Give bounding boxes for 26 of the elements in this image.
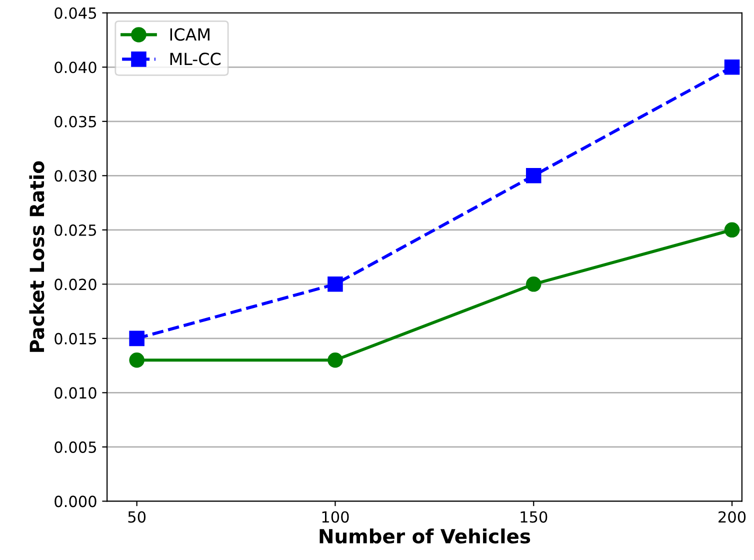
point [724,222,740,238]
legend-label: ICAM [170,28,210,41]
y-tick-label: 0.005 [54,441,96,453]
y-tick-label: 0.020 [54,278,96,290]
point [526,276,542,292]
x-axis-title: Number of Vehicles [320,528,530,544]
point [328,352,343,368]
y-tick-label: 0.015 [54,332,96,344]
x-tick-label: 100 [322,511,349,523]
y-tick-label: 0.040 [54,62,96,74]
point [129,330,144,346]
y-tick-label: 0.045 [54,7,96,19]
y-tick-label: 0.010 [54,387,96,399]
y-tick-label: 0.035 [54,116,96,128]
x-tick-label: 200 [718,511,746,523]
point [724,60,740,75]
y-tick-label: 0.030 [54,170,96,182]
point [526,168,542,184]
y-tick-label: 0.000 [54,496,96,508]
legend-label: ML-CC [170,52,220,66]
x-tick-label: 50 [128,511,146,523]
point [328,276,343,292]
x-tick-label: 150 [520,511,548,523]
point [129,352,144,368]
y-axis-title: Packet Loss Ratio [29,161,44,352]
y-tick-label: 0.025 [54,224,96,236]
